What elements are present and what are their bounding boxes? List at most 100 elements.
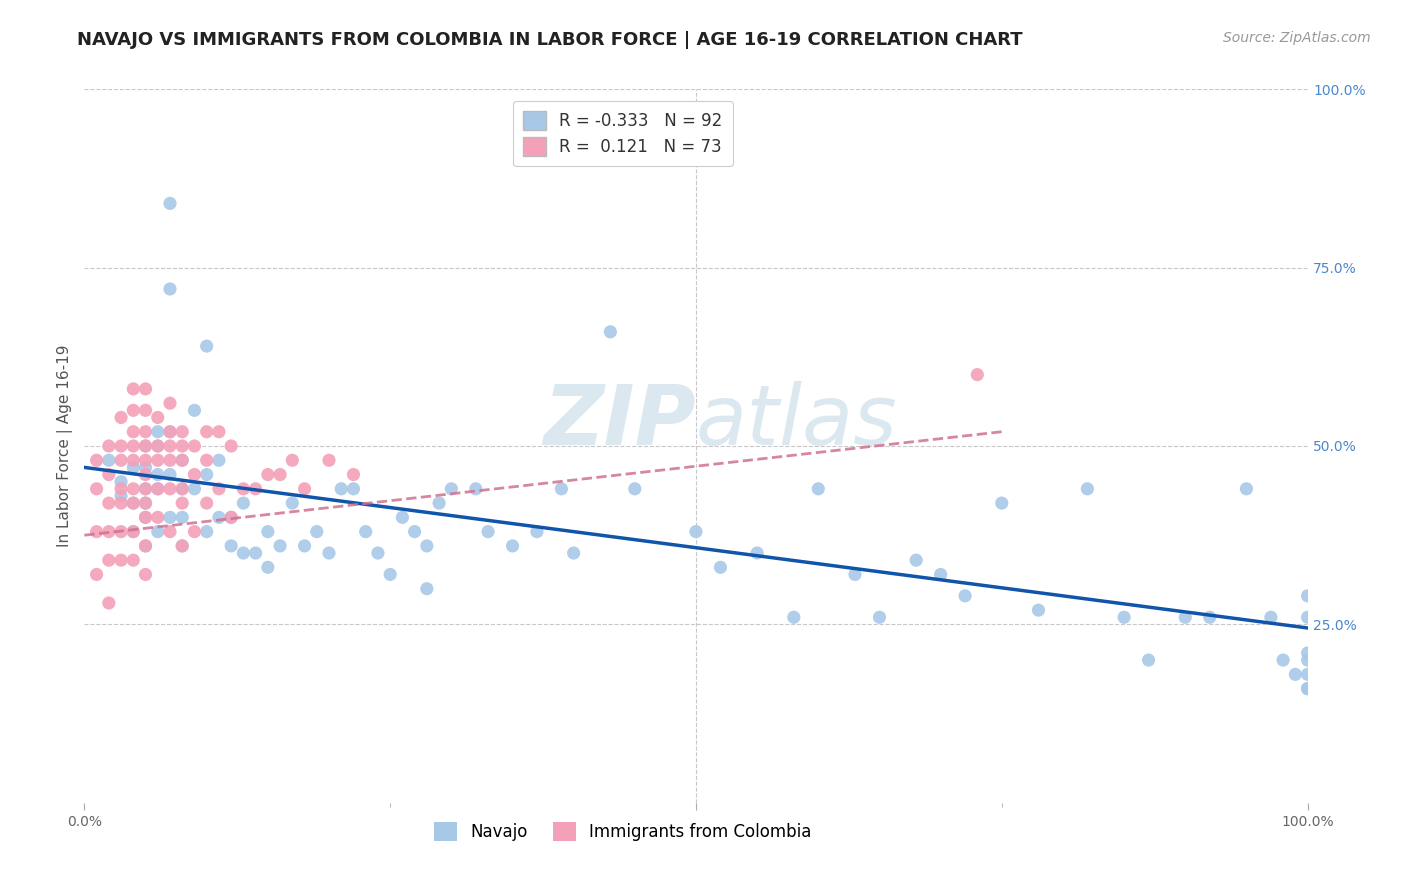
Point [195, 453, 218, 467]
Point [110, 496, 132, 510]
Point [391, 510, 413, 524]
Point [172, 510, 194, 524]
Point [86, 453, 108, 467]
Point [685, 524, 707, 539]
Point [599, 325, 621, 339]
Point [146, 510, 169, 524]
Point [159, 396, 181, 410]
Point [929, 567, 952, 582]
Point [110, 453, 132, 467]
Point [97, 553, 120, 567]
Point [183, 439, 205, 453]
Point [172, 482, 194, 496]
Point [219, 539, 242, 553]
Point [183, 524, 205, 539]
Point [172, 539, 194, 553]
Point [146, 410, 169, 425]
Point [195, 496, 218, 510]
Point [269, 467, 291, 482]
Point [135, 439, 157, 453]
Point [172, 453, 194, 467]
Point [110, 410, 132, 425]
Point [135, 496, 157, 510]
Point [562, 546, 585, 560]
Point [1137, 653, 1160, 667]
Point [1174, 610, 1197, 624]
Point [135, 403, 157, 417]
Point [135, 467, 157, 482]
Point [232, 482, 254, 496]
Point [159, 439, 181, 453]
Point [844, 567, 866, 582]
Point [110, 489, 132, 503]
Point [905, 553, 928, 567]
Point [440, 482, 463, 496]
Point [122, 496, 145, 510]
Point [172, 539, 194, 553]
Point [380, 567, 402, 582]
Point [110, 553, 132, 567]
Point [172, 453, 194, 467]
Point [146, 482, 169, 496]
Point [97, 524, 120, 539]
Point [110, 475, 132, 489]
Point [135, 382, 157, 396]
Text: NAVAJO VS IMMIGRANTS FROM COLOMBIA IN LABOR FORCE | AGE 16-19 CORRELATION CHART: NAVAJO VS IMMIGRANTS FROM COLOMBIA IN LA… [77, 31, 1024, 49]
Point [208, 482, 231, 496]
Point [1028, 603, 1050, 617]
Point [208, 510, 231, 524]
Point [245, 546, 267, 560]
Point [281, 496, 304, 510]
Point [1284, 667, 1306, 681]
Point [195, 467, 218, 482]
Point [135, 510, 157, 524]
Point [135, 482, 157, 496]
Point [966, 368, 988, 382]
Point [159, 282, 181, 296]
Point [747, 546, 769, 560]
Point [354, 524, 377, 539]
Y-axis label: In Labor Force | Age 16-19: In Labor Force | Age 16-19 [58, 344, 73, 548]
Point [146, 425, 169, 439]
Point [135, 496, 157, 510]
Point [624, 482, 647, 496]
Point [783, 610, 806, 624]
Text: atlas: atlas [696, 381, 897, 461]
Point [122, 439, 145, 453]
Point [97, 453, 120, 467]
Point [953, 589, 976, 603]
Point [1076, 482, 1098, 496]
Point [257, 560, 280, 574]
Point [122, 453, 145, 467]
Point [1236, 482, 1258, 496]
Point [269, 539, 291, 553]
Point [404, 524, 426, 539]
Point [464, 482, 486, 496]
Point [1296, 653, 1319, 667]
Point [122, 425, 145, 439]
Point [807, 482, 830, 496]
Point [86, 567, 108, 582]
Point [183, 482, 205, 496]
Point [97, 496, 120, 510]
Point [159, 453, 181, 467]
Point [97, 439, 120, 453]
Point [172, 496, 194, 510]
Point [294, 539, 316, 553]
Point [427, 496, 450, 510]
Point [135, 439, 157, 453]
Point [1296, 646, 1319, 660]
Point [159, 425, 181, 439]
Point [1198, 610, 1220, 624]
Point [97, 467, 120, 482]
Point [122, 382, 145, 396]
Point [502, 539, 524, 553]
Point [122, 403, 145, 417]
Point [146, 439, 169, 453]
Point [232, 496, 254, 510]
Point [135, 482, 157, 496]
Point [135, 539, 157, 553]
Point [135, 460, 157, 475]
Point [219, 510, 242, 524]
Point [257, 524, 280, 539]
